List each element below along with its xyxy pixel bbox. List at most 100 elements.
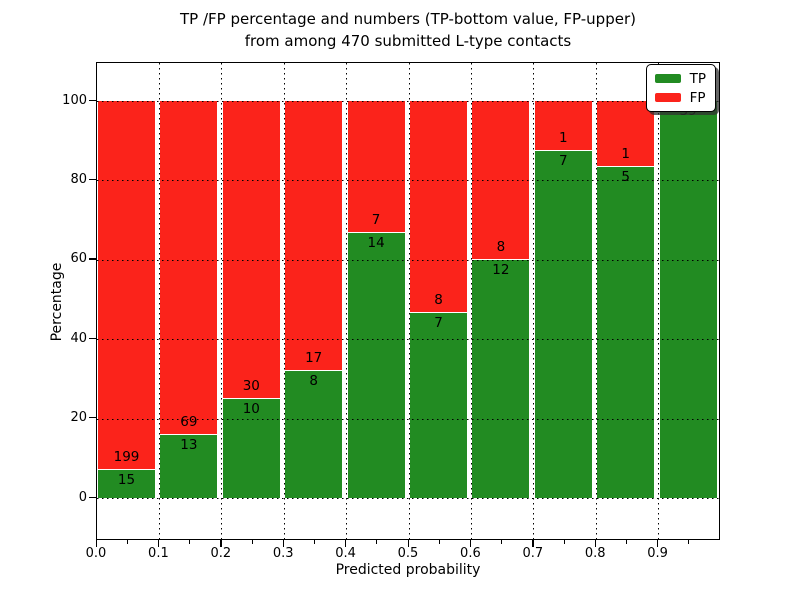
legend-item-fp: FP [654,88,706,107]
x-axis-label: Predicted probability [335,562,481,578]
x-minor-tick-mark [126,540,128,544]
bar-segment-tp [346,233,406,498]
chart-title-line1: TP /FP percentage and numbers (TP-bottom… [180,10,636,28]
tp-legend-label: TP [689,70,706,87]
x-tick-mark [345,540,347,547]
tp-legend-swatch-icon [654,74,681,83]
x-tick-label: 0.4 [335,546,356,561]
fp-count-label: 7 [371,212,381,229]
y-tick-mark [89,496,96,498]
bar-segment-fp [221,101,281,399]
fp-count-label: 1 [559,129,568,146]
gridline-vertical [408,63,410,539]
x-tick-mark [657,540,659,547]
x-minor-tick-mark [313,540,316,544]
x-tick-label: 0.0 [85,546,107,561]
tp-count-label: 7 [434,314,443,331]
plot-area: TP FP 199156913301017871487812171539 [96,62,720,540]
gridline-vertical [658,63,660,539]
x-minor-tick-mark [438,540,440,544]
fp-count-label: 8 [496,238,506,255]
gridline-vertical [595,63,597,539]
fp-count-label: 1 [621,146,630,163]
bar-segment-tp [409,312,468,498]
fp-legend-label: FP [689,89,706,106]
y-tick-label: 100 [62,92,87,108]
x-tick-mark [220,540,222,547]
bar-segment-fp [409,101,468,313]
bar-segment-fp [284,101,344,371]
x-tick-mark [282,540,285,547]
legend-item-tp: TP [654,69,706,88]
x-tick-label: 0.2 [210,546,232,561]
gridline-vertical [221,63,223,539]
x-minor-tick-mark [688,540,690,544]
fp-count-label: 199 [113,449,140,466]
gridline-vertical [158,63,160,539]
bar-segment-fp [596,101,656,168]
x-tick-label: 0.3 [272,546,294,561]
fp-count-label: 17 [305,349,323,366]
bar-segment-fp [159,101,219,436]
fp-legend-swatch-icon [654,93,681,102]
gridline-horizontal [97,339,719,341]
x-minor-tick-mark [251,540,253,544]
x-minor-tick-mark [501,540,503,544]
y-tick-label: 80 [70,171,87,187]
chart-title-line2: from among 470 submitted L-type contacts [244,32,572,50]
chart-title: TP /FP percentage and numbers (TP-bottom… [96,8,720,52]
x-tick-mark [157,540,160,547]
gridline-vertical [533,63,535,539]
gridline-horizontal [97,498,719,499]
x-minor-tick-mark [189,540,191,544]
fp-count-label: 30 [242,377,260,394]
tp-count-label: 12 [492,261,510,278]
x-tick-label: 0.1 [148,546,169,561]
x-tick-mark [469,540,472,547]
gridline-horizontal [97,101,719,102]
x-tick-label: 0.7 [522,546,544,561]
x-tick-label: 0.5 [397,546,419,561]
fp-count-label: 8 [434,291,443,308]
x-minor-tick-mark [563,540,565,544]
gridline-horizontal [97,180,719,182]
y-tick-label: 40 [70,330,87,346]
x-minor-tick-mark [625,540,628,544]
bar-segment-fp [97,101,156,471]
bar-segment-tp [533,150,593,498]
bar-segment-tp [658,101,718,498]
y-tick-label: 0 [78,489,87,505]
bar-segment-tp [284,370,344,498]
bar-segment-tp [159,435,219,498]
legend: TP FP [645,64,716,112]
y-tick-label: 20 [70,410,87,426]
x-tick-mark [407,540,409,547]
bar-segment-tp [596,167,656,498]
gridline-horizontal [97,418,719,420]
x-tick-mark [594,540,597,547]
bar-segment-tp [97,470,156,498]
y-tick-mark [89,337,96,340]
x-tick-label: 0.9 [647,546,668,561]
y-tick-mark [89,178,96,181]
tp-count-label: 13 [180,437,198,454]
gridline-vertical [283,63,285,539]
y-tick-mark [89,258,96,260]
y-tick-mark [89,417,96,419]
tp-count-label: 14 [367,235,385,252]
bar-segment-tp [221,398,281,498]
y-tick-mark [89,99,96,101]
x-tick-label: 0.8 [584,546,606,561]
tp-count-label: 8 [309,372,318,389]
gridline-vertical [346,63,348,539]
x-tick-mark [532,540,534,547]
tp-count-label: 15 [117,472,136,489]
fp-count-label: 69 [180,414,198,431]
bar-segment-fp [533,101,593,151]
gridline-horizontal [97,259,719,261]
tp-count-label: 5 [621,169,630,186]
x-minor-tick-mark [376,540,378,544]
tp-count-label: 7 [559,152,568,169]
y-tick-label: 60 [70,251,87,267]
